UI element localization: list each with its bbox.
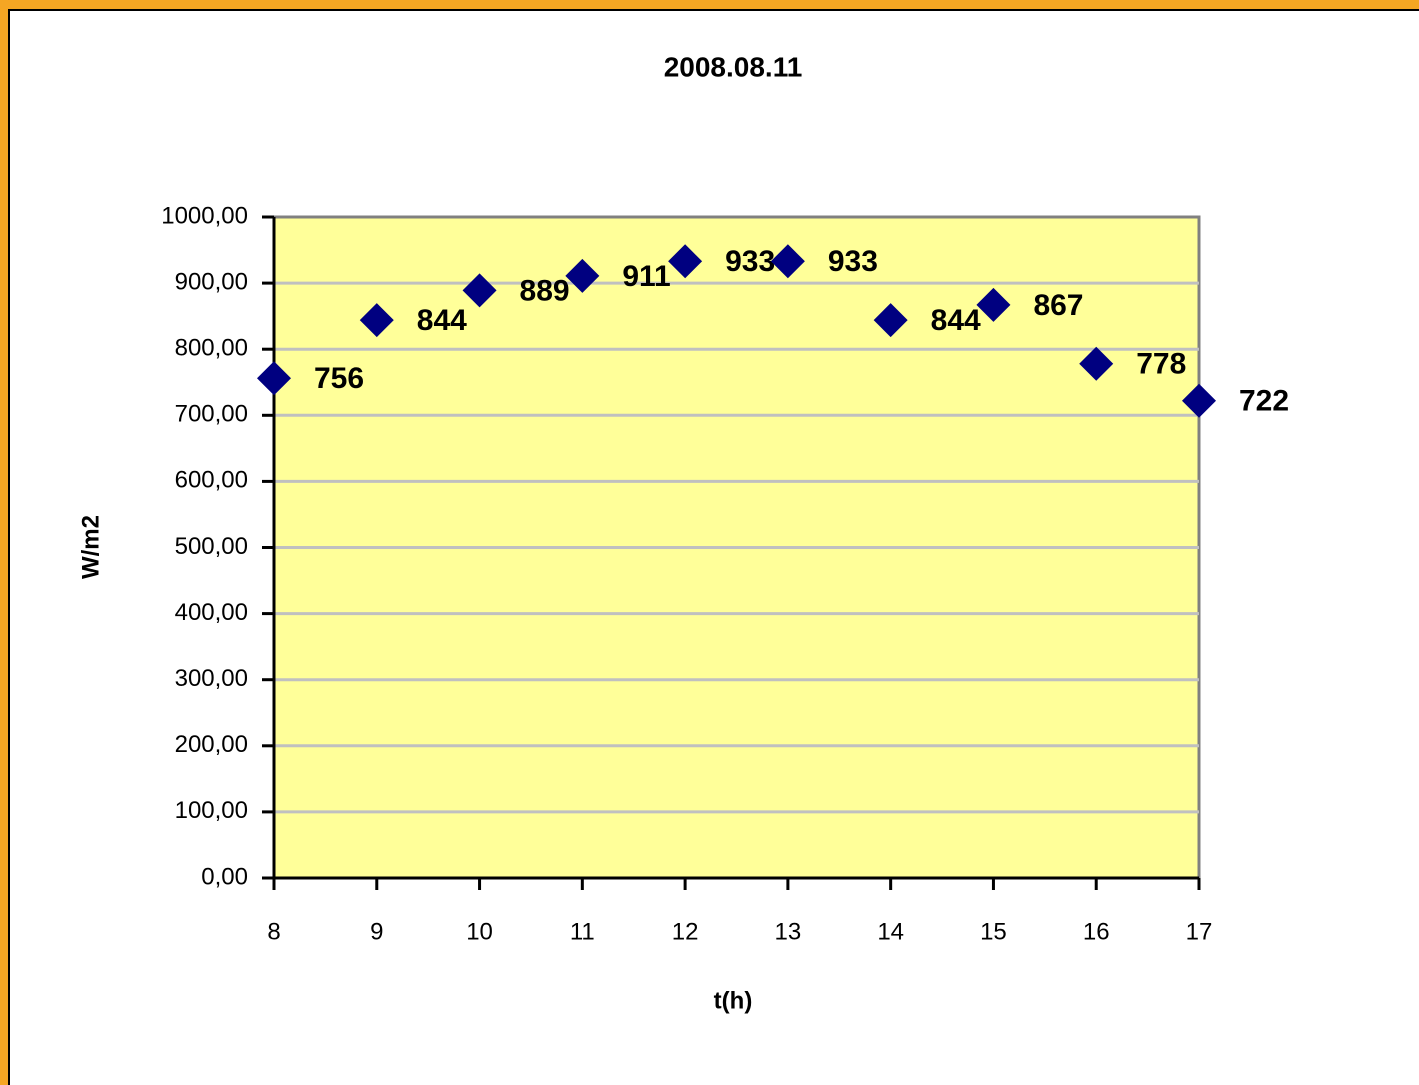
x-tick-label: 9 — [370, 918, 383, 945]
data-label: 933 — [828, 245, 878, 278]
y-tick-label: 700,00 — [175, 401, 248, 428]
x-tick-label: 11 — [570, 918, 595, 945]
y-tick-label: 1000,00 — [161, 202, 248, 229]
marker — [1182, 383, 1216, 418]
data-label: 756 — [314, 362, 364, 395]
x-tick-label: 10 — [466, 918, 493, 945]
data-label: 844 — [417, 304, 467, 337]
y-tick-label: 0,00 — [201, 863, 248, 890]
chart-title: 2008.08.11 — [664, 51, 803, 82]
y-tick-label: 800,00 — [175, 335, 248, 362]
marker — [359, 303, 394, 338]
marker — [873, 303, 908, 338]
data-label: 844 — [931, 304, 981, 337]
y-tick-label: 400,00 — [175, 599, 248, 626]
marker — [668, 244, 703, 279]
x-tick-label: 12 — [672, 918, 699, 945]
y-tick-label: 300,00 — [175, 665, 248, 692]
y-tick-label: 600,00 — [175, 467, 248, 494]
marker — [257, 361, 291, 396]
data-label: 933 — [725, 245, 775, 278]
y-tick-label: 900,00 — [175, 268, 248, 295]
marker — [976, 287, 1011, 322]
data-label: 722 — [1239, 385, 1289, 418]
marker — [565, 258, 600, 293]
y-tick-label: 100,00 — [175, 797, 248, 824]
data-label: 889 — [520, 274, 570, 307]
marker — [462, 273, 497, 308]
x-axis-label: t(h) — [714, 987, 753, 1014]
marker — [770, 244, 805, 279]
x-tick-label: 16 — [1083, 918, 1110, 945]
data-label: 778 — [1136, 348, 1186, 381]
y-tick-label: 200,00 — [175, 731, 248, 758]
x-tick-label: 15 — [980, 918, 1007, 945]
x-tick-label: 14 — [877, 918, 904, 945]
x-tick-label: 17 — [1186, 918, 1213, 945]
data-label: 867 — [1033, 289, 1083, 322]
marker — [1079, 346, 1114, 381]
data-label: 911 — [622, 260, 670, 293]
x-tick-label: 13 — [775, 918, 802, 945]
x-tick-label: 8 — [267, 918, 280, 945]
y-axis-label: W/m2 — [77, 515, 104, 579]
y-tick-label: 500,00 — [175, 533, 248, 560]
